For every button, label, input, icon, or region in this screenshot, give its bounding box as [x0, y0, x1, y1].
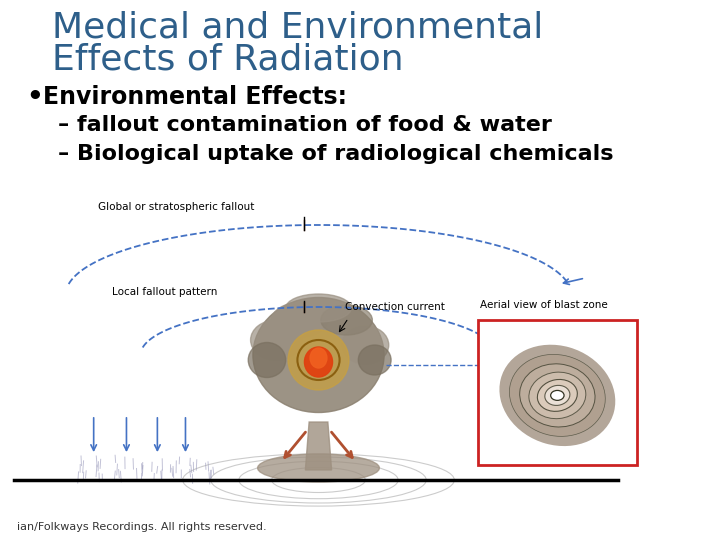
Ellipse shape: [520, 364, 595, 427]
Ellipse shape: [500, 345, 616, 446]
Ellipse shape: [321, 305, 372, 335]
Text: Aerial view of blast zone: Aerial view of blast zone: [480, 300, 608, 310]
Ellipse shape: [310, 348, 327, 368]
Text: •: •: [26, 85, 43, 111]
Bar: [478, 320, 637, 465]
Text: Local fallout pattern: Local fallout pattern: [112, 287, 217, 297]
Text: – fallout contamination of food & water: – fallout contamination of food & water: [58, 115, 552, 135]
Ellipse shape: [545, 386, 570, 406]
Ellipse shape: [258, 454, 379, 482]
Ellipse shape: [551, 390, 564, 400]
Ellipse shape: [529, 372, 586, 418]
Ellipse shape: [510, 354, 606, 436]
Ellipse shape: [271, 302, 328, 338]
Ellipse shape: [359, 345, 391, 375]
Ellipse shape: [253, 298, 384, 413]
Ellipse shape: [288, 330, 349, 390]
Ellipse shape: [537, 380, 577, 411]
Ellipse shape: [248, 342, 286, 377]
Ellipse shape: [342, 326, 389, 364]
Polygon shape: [305, 422, 332, 470]
Text: – Biological uptake of radiological chemicals: – Biological uptake of radiological chem…: [58, 144, 613, 164]
Ellipse shape: [286, 294, 351, 322]
Text: Global or stratospheric fallout: Global or stratospheric fallout: [99, 202, 255, 212]
Text: Medical and Environmental: Medical and Environmental: [52, 10, 543, 44]
Ellipse shape: [305, 347, 333, 377]
Text: Environmental Effects:: Environmental Effects:: [43, 85, 347, 109]
Ellipse shape: [251, 320, 302, 360]
Text: Effects of Radiation: Effects of Radiation: [52, 42, 403, 76]
Text: ian/Folkways Recordings. All rights reserved.: ian/Folkways Recordings. All rights rese…: [17, 522, 266, 532]
Text: Convection current: Convection current: [345, 302, 444, 312]
